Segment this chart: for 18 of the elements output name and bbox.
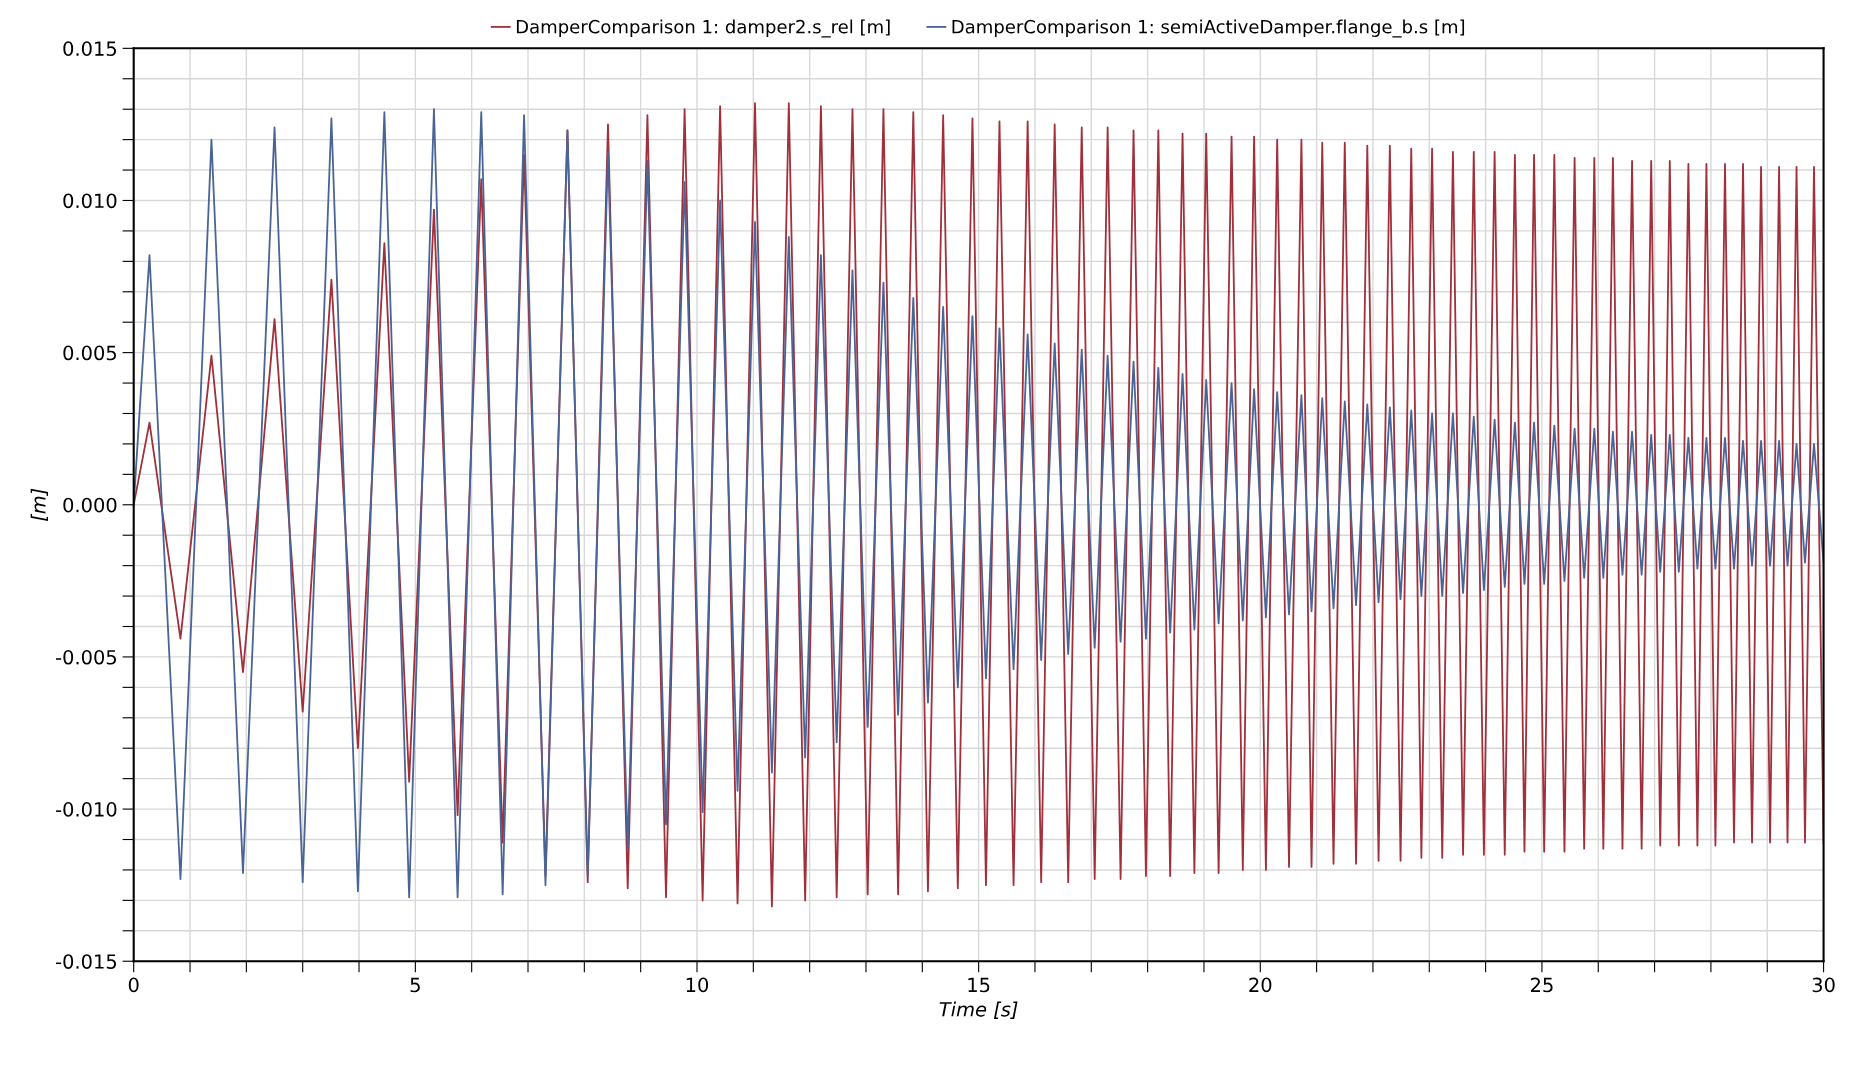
y-tick-label: 0.010 xyxy=(63,193,117,209)
y-tick-label: -0.015 xyxy=(56,954,117,969)
x-tick-label: 30 xyxy=(1812,977,1835,993)
x-axis-title: Time [s] xyxy=(939,1001,1018,1019)
y-tick-label: 0.000 xyxy=(63,497,117,513)
x-tick-label: 10 xyxy=(686,977,709,993)
y-tick-label: 0.005 xyxy=(63,345,117,361)
y-tick-label: 0.015 xyxy=(63,41,117,56)
legend-label: DamperComparison 1: damper2.s_rel [m] xyxy=(516,19,890,38)
x-tick-label: 15 xyxy=(968,977,990,993)
x-tick-label: 5 xyxy=(410,977,420,993)
x-tick-label: 0 xyxy=(128,977,139,993)
y-tick-label: -0.005 xyxy=(56,649,117,665)
legend-label: DamperComparison 1: semiActiveDamper.flange_b.s [m] xyxy=(952,19,1465,38)
x-tick-label: 20 xyxy=(1249,977,1272,993)
y-tick-label: -0.010 xyxy=(56,802,117,817)
y-axis-title: [m] xyxy=(30,488,49,522)
x-tick-label: 25 xyxy=(1530,977,1553,993)
